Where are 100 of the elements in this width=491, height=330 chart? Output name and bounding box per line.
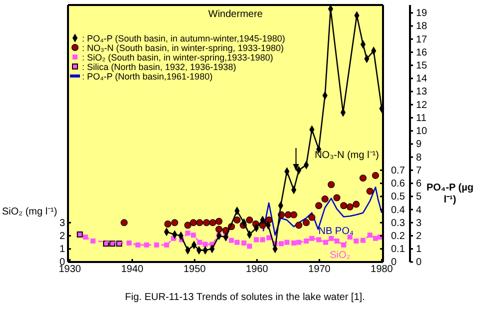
- point: [296, 240, 302, 245]
- point: [321, 196, 328, 203]
- point: [346, 203, 354, 210]
- y3-tick-label: 17: [416, 34, 428, 46]
- y3-tick-label: 9: [416, 139, 422, 150]
- point: [116, 240, 122, 247]
- point: [304, 238, 309, 244]
- point: [246, 216, 254, 224]
- point: [367, 232, 372, 238]
- point: [154, 242, 160, 248]
- y3-tick-label: 14: [416, 74, 428, 85]
- line-series: [262, 186, 382, 236]
- point: [234, 216, 241, 224]
- chart-title: Windermere: [208, 9, 264, 20]
- point: [171, 219, 178, 226]
- legend-label: : NO₃-N (South basin, in winter-spring, 1933-1980): [82, 43, 284, 53]
- point: [284, 240, 290, 245]
- y3-tick-label: 12: [416, 100, 428, 111]
- point: [372, 172, 380, 179]
- point: [185, 230, 190, 236]
- point: [215, 218, 222, 225]
- point: [295, 222, 302, 229]
- point: [366, 188, 374, 195]
- y-tick-label: 1: [59, 244, 66, 256]
- point: [328, 181, 335, 188]
- point: [316, 237, 322, 242]
- point: [196, 219, 204, 226]
- y3-tick-label: 15: [416, 60, 428, 72]
- point: [190, 219, 197, 226]
- point: [82, 234, 88, 240]
- point: [228, 238, 234, 243]
- y2-tick-label: 0.3: [391, 218, 406, 229]
- y3-tick-label: 10: [416, 126, 428, 138]
- point: [347, 234, 352, 240]
- y2-tick-label: 0: [391, 257, 397, 268]
- y3-tick-label: 3: [416, 218, 422, 229]
- point: [328, 236, 334, 241]
- y-axis-title: SiO₂ (mg l⁻¹): [2, 206, 58, 218]
- y3-tick-label: 2: [416, 230, 422, 242]
- point: [109, 240, 116, 247]
- point: [234, 240, 240, 245]
- point: [164, 220, 172, 228]
- point: [247, 244, 252, 249]
- point: [334, 238, 340, 244]
- text: Fig. EUR-11-13 Trends of solutes in the lake water [1].: [125, 292, 365, 303]
- y3-tick-label: 5: [416, 192, 422, 203]
- y2-tick-label: 0.2: [391, 230, 406, 242]
- x-tick-label: 1940: [121, 264, 144, 276]
- y3-tick-label: 13: [416, 86, 428, 98]
- y3-tick-label: 1: [416, 244, 422, 256]
- annotation: SiO₂: [330, 250, 350, 261]
- y2-tick-label: 0.4: [391, 204, 406, 216]
- x-tick-label: 1980: [370, 264, 394, 276]
- point: [291, 240, 296, 246]
- legend-label: : SiO₂ (South basin, in winter-spring,1933-1980): [82, 52, 274, 62]
- legend-label: : PO₄-P (North basin,1961-1980): [82, 72, 213, 82]
- y2-tick-label: 0.5: [391, 192, 406, 203]
- point: [340, 202, 348, 210]
- legend-label: : PO₄-P (South basin, in autumn-winter,1945-1980): [82, 34, 286, 44]
- point: [76, 231, 83, 238]
- point: [197, 240, 202, 245]
- point: [333, 194, 340, 202]
- legend-label: : Silica (North basin, 1932, 1936-1938): [82, 62, 236, 72]
- x-tick-label: 1960: [246, 264, 269, 276]
- point: [290, 211, 298, 218]
- point: [202, 242, 208, 247]
- point: [260, 237, 266, 242]
- point: [278, 241, 284, 246]
- y3-tick-label: 19: [416, 8, 428, 20]
- y3-tick-label: 4: [416, 204, 422, 216]
- point: [126, 240, 132, 246]
- x-tick-label: 1970: [308, 264, 331, 276]
- point: [90, 238, 96, 244]
- y2-tick-label: 0.7: [391, 165, 406, 176]
- y2-tick-label: 0.1: [391, 244, 406, 256]
- y-tick-label: 2: [59, 230, 66, 242]
- y3-tick-label: 11: [416, 112, 427, 124]
- y2-tick-label: 0.6: [391, 178, 406, 190]
- point: [323, 240, 328, 245]
- point: [254, 237, 259, 242]
- point: [144, 242, 150, 248]
- y3-tick-label: 0: [416, 257, 422, 268]
- point: [352, 200, 360, 208]
- point: [135, 242, 140, 248]
- y3-tick-label: 16: [416, 47, 428, 58]
- point: [341, 242, 346, 248]
- point: [241, 240, 246, 246]
- point: [209, 219, 216, 226]
- point: [309, 236, 314, 241]
- y2-axis-title: NO₃-N (mg l⁻¹): [314, 150, 379, 162]
- point: [215, 226, 222, 233]
- point: [373, 236, 378, 241]
- x-tick-label: 1950: [184, 264, 206, 276]
- point: [308, 214, 316, 221]
- point: [266, 235, 272, 240]
- point: [315, 202, 322, 210]
- point: [360, 238, 366, 243]
- y3-axis-title: PO₄-P (µg l⁻¹): [426, 182, 474, 206]
- point: [354, 238, 359, 244]
- point: [190, 232, 196, 238]
